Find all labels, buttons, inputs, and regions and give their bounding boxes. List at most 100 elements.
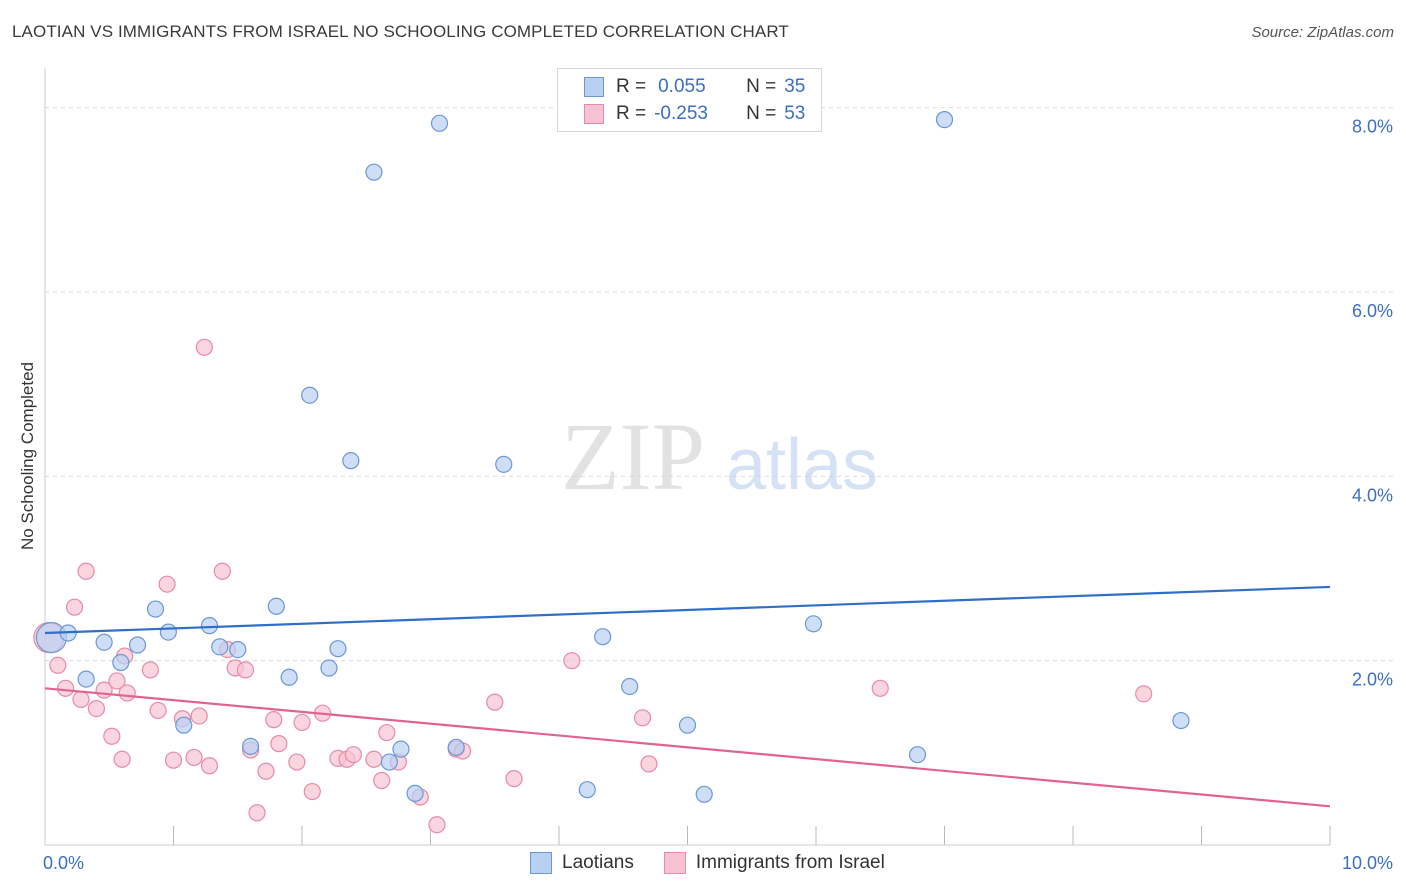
chart-title: LAOTIAN VS IMMIGRANTS FROM ISRAEL NO SCH… (12, 22, 789, 41)
watermark-zip: ZIP (561, 403, 705, 510)
israel-point (200, 757, 219, 775)
watermark: ZIP atlas (561, 403, 878, 510)
laotians-point (430, 114, 449, 132)
israel-point (164, 751, 183, 769)
laotians-point (301, 386, 319, 404)
laotians-point (200, 617, 219, 635)
israel-point (293, 713, 311, 732)
israel-point (505, 770, 523, 788)
laotians-point (406, 784, 424, 802)
laotians-point (621, 677, 639, 696)
series-laotians-points (35, 111, 1190, 803)
stats-row-israel: R = -0.253 N = 53 (584, 102, 805, 126)
laotians-point (229, 641, 247, 659)
x-tick-label: 10.0% (1342, 853, 1393, 873)
israel-point (365, 750, 383, 768)
stats-row-laotians: R = 0.055 N = 35 (584, 75, 805, 99)
israel-point (633, 709, 652, 727)
laotians-point (447, 738, 465, 756)
n-value: 53 (784, 103, 806, 124)
israel-point (373, 771, 391, 790)
israel-point (563, 652, 581, 670)
israel-point (118, 684, 136, 702)
laotians-point (95, 633, 113, 651)
israel-point (378, 723, 396, 742)
israel-point (344, 746, 362, 764)
israel-point (1135, 685, 1153, 703)
israel-point (288, 753, 306, 771)
israel-point (49, 656, 67, 674)
laotians-point (804, 615, 823, 633)
legend-item-israel[interactable]: Immigrants from Israel (663, 852, 885, 874)
israel-point (103, 727, 121, 745)
laotians-point (908, 746, 927, 764)
legend-item-laotians[interactable]: Laotians (530, 852, 634, 874)
laotians-point (77, 670, 95, 688)
israel-point (428, 816, 446, 834)
laotians-point (320, 659, 338, 677)
israel-point (640, 755, 658, 773)
y-tick-label: 8.0% (1352, 117, 1393, 137)
laotians-point (342, 452, 360, 470)
y-tick-label: 4.0% (1352, 485, 1393, 505)
israel-point (871, 679, 889, 697)
source-label: Source: ZipAtlas.com (1251, 24, 1394, 41)
watermark-atlas: atlas (726, 425, 878, 505)
laotians-point (678, 716, 697, 734)
n-label: N = (746, 76, 777, 97)
laotians-point (159, 623, 177, 641)
r-label: R = (616, 103, 647, 124)
y-tick-label: 6.0% (1352, 301, 1393, 321)
israel-point (270, 735, 288, 753)
laotians-point (128, 636, 147, 654)
israel-point (108, 672, 126, 690)
israel-point (248, 804, 266, 822)
israel-point (56, 679, 75, 697)
laotians-point (112, 653, 130, 672)
tick-labels: 2.0% 4.0% 6.0% 8.0% 0.0% 10.0% (43, 117, 1393, 873)
gridlines (45, 107, 1395, 662)
r-value: 0.055 (658, 76, 706, 97)
laotians-point (175, 716, 193, 734)
israel-point (113, 750, 131, 768)
n-label: N = (746, 103, 777, 124)
y-tick-label: 2.0% (1352, 670, 1393, 690)
trend-lines (44, 585, 1331, 808)
x-tick-label: 0.0% (43, 853, 84, 873)
israel-point (303, 782, 321, 801)
israel-point (141, 661, 159, 679)
israel-point (185, 748, 203, 767)
laotians-point (380, 753, 398, 771)
israel-point (257, 762, 275, 780)
r-label: R = (616, 76, 647, 97)
israel-point (190, 707, 208, 725)
laotians-legend-swatch (530, 852, 552, 874)
israel-point (195, 338, 213, 356)
israel-point (265, 711, 283, 729)
israel-legend-swatch (663, 852, 686, 874)
israel-swatch (584, 104, 604, 124)
r-value: -0.253 (654, 103, 708, 124)
legend-label-laotians: Laotians (562, 852, 634, 873)
legend-label-israel: Immigrants from Israel (695, 852, 885, 873)
trend-line-laotians (44, 585, 1331, 635)
laotians-point (1172, 711, 1190, 730)
israel-point (77, 562, 95, 580)
laotians-point (594, 628, 612, 646)
laotians-point (211, 638, 229, 656)
laotians-point (146, 600, 165, 618)
laotians-swatch (584, 77, 604, 97)
israel-point (87, 699, 106, 718)
laotians-point (695, 785, 713, 803)
laotians-point (280, 668, 298, 686)
israel-point (72, 690, 90, 708)
stats-legend: R = 0.055 N = 35 R = -0.253 N = 53 (557, 68, 822, 132)
israel-point (213, 562, 231, 580)
laotians-point (495, 455, 513, 473)
series-legend: Laotians Immigrants from Israel (530, 852, 915, 874)
israel-point (236, 661, 255, 679)
laotians-point (242, 737, 260, 755)
laotians-point (365, 163, 383, 181)
axes (44, 68, 1331, 846)
